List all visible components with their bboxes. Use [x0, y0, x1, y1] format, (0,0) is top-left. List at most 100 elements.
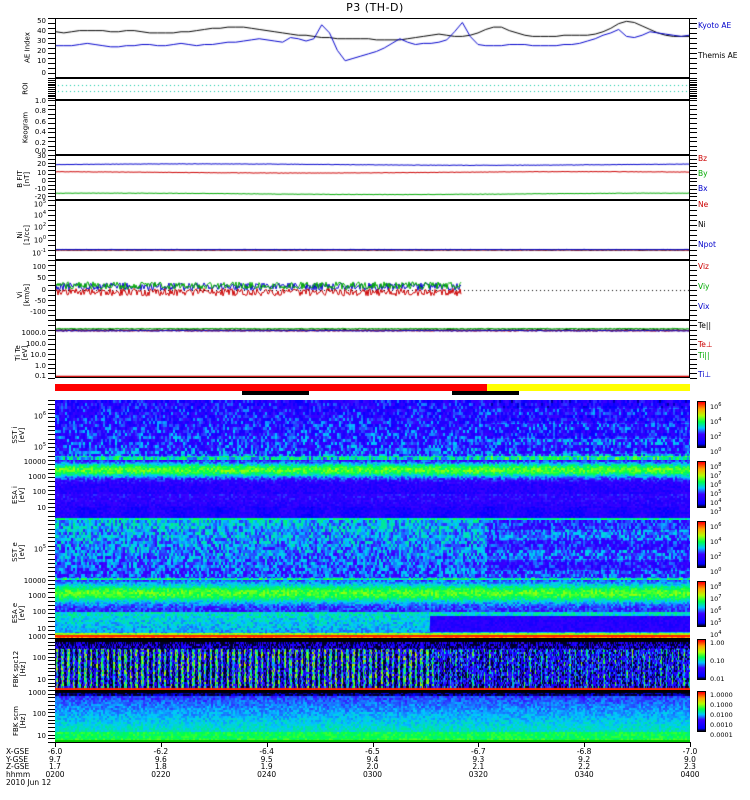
- ytickmark: [48, 339, 55, 341]
- xtickmark: [478, 742, 480, 747]
- ytick-vi-m50: -50: [34, 297, 46, 305]
- ytickmark: [48, 315, 55, 316]
- ytickmark: [48, 300, 55, 301]
- cblabel-sste-2: 102: [710, 552, 722, 562]
- ytickmark: [690, 215, 697, 216]
- ytick-keo-0.8: 0.8: [34, 107, 46, 115]
- ytick-esae-10000: 10000: [23, 577, 46, 585]
- ytickmark: [48, 145, 55, 147]
- xtick-y-gse-2: 9.5: [260, 755, 273, 764]
- ytickmark: [48, 295, 55, 296]
- ytickmark: [48, 464, 55, 466]
- ytickmark: [48, 265, 55, 266]
- ytickmark: [690, 145, 697, 147]
- colorbar-sst-i: [697, 401, 706, 449]
- ytickmark: [48, 584, 55, 586]
- ytickmark: [48, 481, 55, 483]
- ytick-fbk1-1000: 1000: [28, 633, 46, 641]
- ytickmark: [48, 78, 55, 79]
- legend-ne: Ne: [698, 200, 709, 209]
- ytickmark: [690, 43, 697, 44]
- xtick-hhmm-6: 0400: [680, 770, 700, 779]
- ytickmark: [690, 196, 697, 198]
- ytickmark: [48, 727, 55, 729]
- ytickmark: [48, 87, 55, 89]
- ytickmark: [690, 363, 697, 365]
- ytickmark: [690, 150, 697, 152]
- ytickmark: [48, 150, 55, 152]
- ytickmark: [48, 524, 55, 526]
- legend-kyoto-ae: Kyoto AE: [698, 21, 732, 30]
- ytick-b-m10: -10: [34, 185, 46, 193]
- ytickmark: [690, 96, 697, 98]
- ytickmark: [48, 104, 55, 106]
- ytickmark: [48, 400, 55, 401]
- ytickmark: [48, 550, 55, 551]
- ytickmark: [48, 81, 55, 83]
- ytickmark: [690, 87, 697, 89]
- ytickmark: [48, 660, 55, 662]
- ytickmark: [48, 118, 55, 120]
- ytickmark: [48, 609, 55, 610]
- ytick-ae-40: 40: [37, 27, 46, 35]
- cblabel-fbk1-2: 0.01: [710, 675, 725, 683]
- cblabel-esae-1: 107: [710, 594, 722, 604]
- ytickmark: [48, 205, 55, 206]
- ytickmark: [48, 468, 55, 470]
- ytick-vi-0: 0: [41, 286, 46, 294]
- ytickmark: [690, 334, 697, 336]
- ytick-t-10: 10.0: [30, 351, 46, 359]
- ytickmark: [48, 136, 55, 138]
- ytickmark: [48, 408, 55, 410]
- ytick-t-1000: 1000.0: [21, 329, 47, 337]
- xaxis-row-label-x-gse: X-GSE: [6, 747, 30, 756]
- ytickmark: [690, 295, 697, 296]
- ytickmark: [48, 373, 55, 375]
- ytickmark: [48, 225, 55, 226]
- ytickmark: [48, 742, 55, 743]
- ytickmark: [48, 554, 55, 556]
- colorbar-esa-i: [697, 461, 706, 509]
- ytickmark: [48, 43, 55, 44]
- cblabel-esai-2: 106: [710, 480, 722, 490]
- ytickmark: [48, 645, 55, 647]
- ytick-ae-10: 10: [37, 57, 46, 65]
- legend-viy: Viy: [698, 282, 710, 291]
- ytickmark: [48, 68, 55, 69]
- legend-te-perp: Te⊥: [698, 340, 713, 349]
- cblabel-sste-1: 104: [710, 537, 722, 547]
- cblabel-esai-5: 103: [710, 507, 722, 517]
- ytickmark: [48, 682, 55, 684]
- ytickmark: [48, 596, 55, 598]
- xtick-hhmm-1: 0220: [151, 770, 171, 779]
- cblabel-ssti-2: 102: [710, 432, 722, 442]
- ytick-sste-5: 105: [33, 544, 46, 554]
- cblabel-esae-3: 105: [710, 618, 722, 628]
- ytick-ni-5: 105: [33, 199, 46, 209]
- panel-b-fit: [55, 155, 690, 200]
- mode-bar-yellow: [487, 384, 690, 391]
- ytickmark: [48, 693, 55, 695]
- ytickmark: [48, 515, 55, 517]
- ytickmark: [48, 421, 55, 423]
- ytickmark: [48, 185, 55, 186]
- ytickmark: [690, 235, 697, 236]
- ytickmark: [48, 652, 55, 654]
- ytick-keo-0.2: 0.2: [34, 139, 46, 147]
- ytickmark: [48, 723, 55, 725]
- ytick-t-1: 1.0: [34, 362, 46, 370]
- ytickmark: [48, 490, 55, 491]
- xtick-hhmm-2: 0240: [257, 770, 277, 779]
- ytick-esae-10: 10: [37, 625, 46, 633]
- ytickmark: [48, 447, 55, 449]
- ytickmark: [690, 260, 697, 261]
- ytickmark: [690, 83, 697, 85]
- ytickmark: [48, 664, 55, 665]
- legend-viz: Viz: [698, 262, 709, 271]
- ytick-keo-1.0: 1.0: [34, 97, 46, 105]
- ytick-fbk1-10: 10: [37, 676, 46, 684]
- ytickmark: [690, 315, 697, 316]
- ytick-ssti-6: 106: [33, 411, 46, 421]
- ytickmark: [690, 127, 697, 129]
- xtick-hhmm-0: 0200: [45, 770, 65, 779]
